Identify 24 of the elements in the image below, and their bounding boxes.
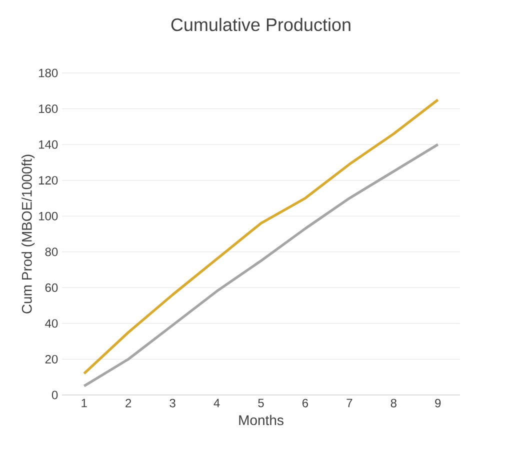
x-tick-label: 1 [82,398,87,408]
y-tick-label: 0 [52,390,58,400]
x-tick-label: 3 [170,398,176,408]
x-tick-label: 9 [435,398,441,408]
y-tick-label: 80 [45,248,58,256]
x-tick-label: 7 [346,398,352,408]
x-tick-label: 8 [390,398,396,408]
y-tick-label: 40 [45,319,58,328]
x-tick-label: 4 [214,398,220,408]
y-tick-label: 140 [39,140,58,149]
x-axis-title: Months [239,414,284,426]
y-tick-label: 160 [39,104,58,114]
x-tick-label: 5 [258,398,264,408]
line-series [82,143,440,388]
line-series [82,98,440,375]
y-tick-label: 120 [39,176,58,185]
y-tick-label: 180 [39,68,58,78]
x-tick-label: 2 [126,398,132,408]
y-axis-title: Cum Prod (MBOE/1000ft) [22,154,35,314]
x-tick-label: 6 [302,398,308,408]
y-tick-label: 60 [45,283,58,292]
y-tick-label: 20 [45,354,58,364]
y-tick-label: 100 [39,212,58,220]
chart-title: Cumulative Production [171,18,350,32]
